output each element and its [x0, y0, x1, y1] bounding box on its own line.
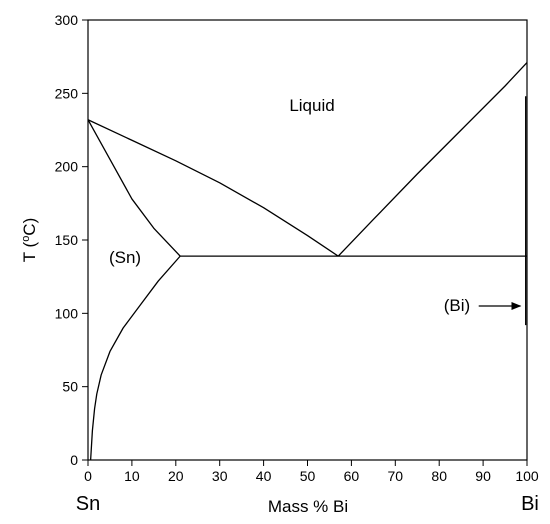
- y-tick-label: 100: [55, 305, 79, 321]
- end-label-bi: Bi: [521, 493, 539, 515]
- x-axis-title: Mass % Bi: [268, 497, 348, 516]
- series-liquidus-bi: [337, 62, 528, 257]
- x-axis-ticks: 0 10 20 30 40 50 60 70 80 90 100: [84, 460, 539, 484]
- y-axis-ticks: 0 50 100 150 200 250 300: [55, 12, 88, 468]
- y-tick-label: 200: [55, 159, 79, 175]
- phase-boundaries: [87, 62, 528, 461]
- region-label-liquid: Liquid: [289, 96, 334, 115]
- region-label-bi: (Bi): [444, 296, 470, 315]
- x-tick-label: 40: [256, 468, 272, 484]
- y-tick-label: 0: [70, 452, 78, 468]
- end-label-sn: Sn: [76, 493, 100, 515]
- x-tick-label: 100: [515, 468, 539, 484]
- y-tick-label: 50: [62, 379, 78, 395]
- x-tick-label: 60: [344, 468, 360, 484]
- x-tick-label: 80: [431, 468, 447, 484]
- y-tick-label: 150: [55, 232, 79, 248]
- x-tick-label: 20: [168, 468, 184, 484]
- plot-frame: [87, 19, 528, 461]
- series-solidus-sn: [87, 119, 181, 257]
- series-liquidus-sn: [87, 119, 339, 257]
- x-tick-label: 70: [388, 468, 404, 484]
- series-solvus-sn: [89, 255, 181, 461]
- x-tick-label: 50: [300, 468, 316, 484]
- x-tick-label: 0: [84, 468, 92, 484]
- x-tick-label: 10: [124, 468, 140, 484]
- y-tick-label: 250: [55, 85, 79, 101]
- x-tick-label: 30: [212, 468, 228, 484]
- x-tick-label: 90: [475, 468, 491, 484]
- region-label-sn: (Sn): [109, 248, 141, 267]
- y-axis-title: T (oC): [20, 218, 39, 263]
- y-tick-label: 300: [55, 12, 79, 28]
